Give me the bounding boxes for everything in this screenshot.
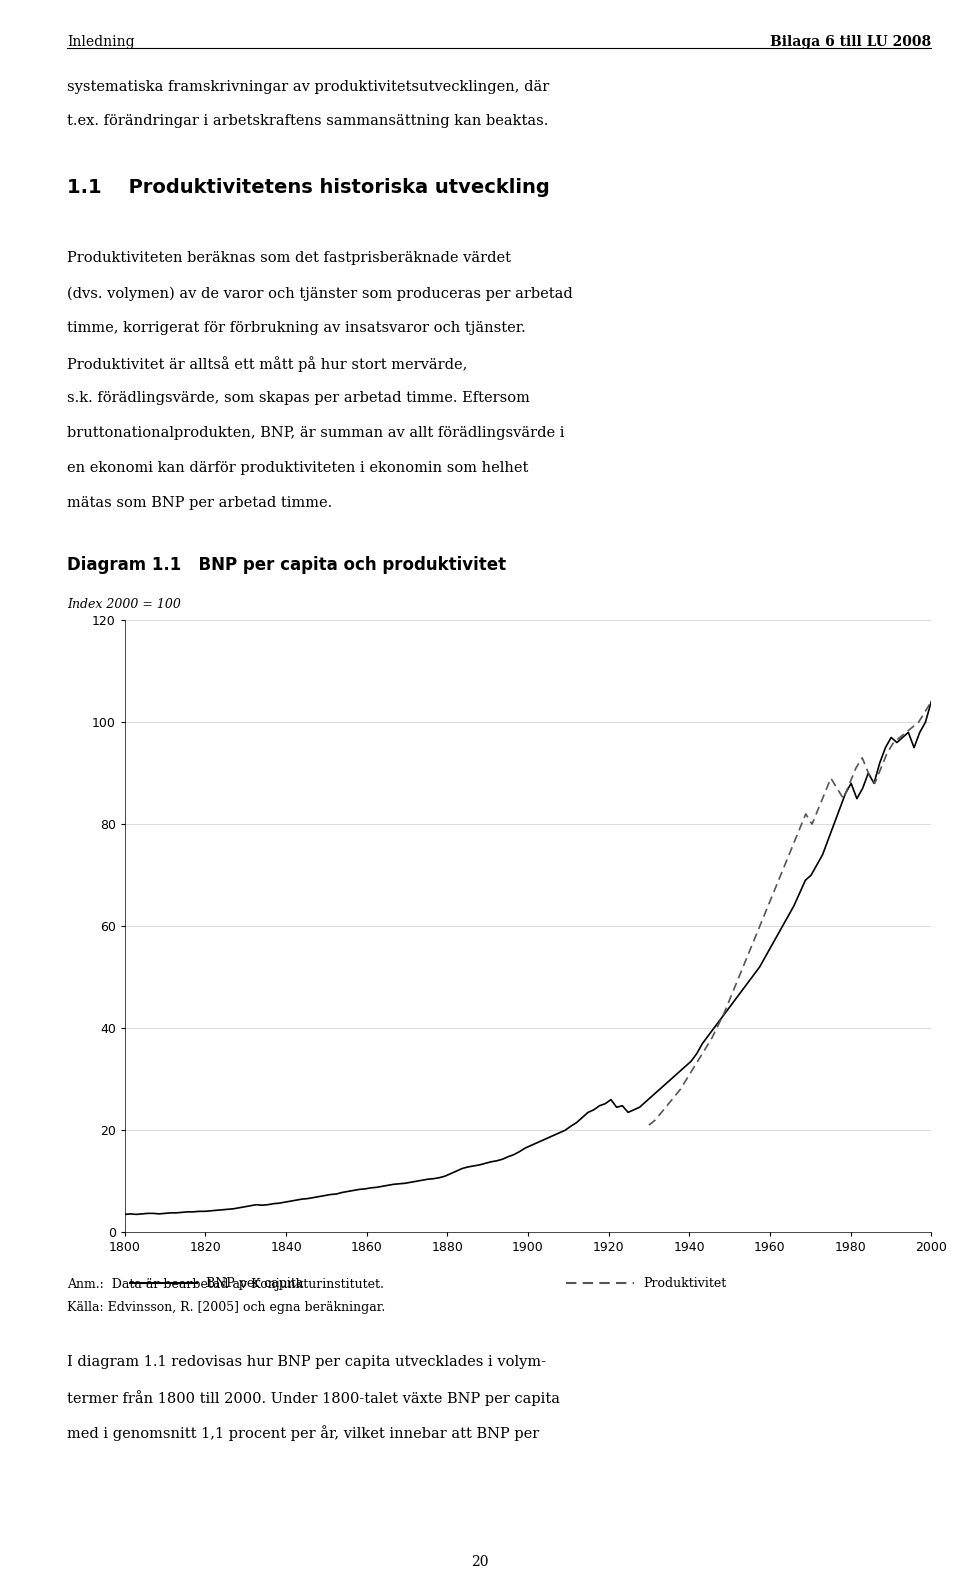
Text: Diagram 1.1   BNP per capita och produktivitet: Diagram 1.1 BNP per capita och produktiv… (67, 556, 506, 574)
Produktivitet (668, 1088, 680, 1107)
Text: mätas som BNP per arbetad timme.: mätas som BNP per arbetad timme. (67, 496, 332, 510)
Produktivitet (662, 1096, 674, 1115)
Text: 1.1    Produktivitetens historiska utveckling: 1.1 Produktivitetens historiska utveckli… (67, 178, 550, 197)
BNP per capita (365, 1178, 376, 1197)
Produktivitet (706, 1029, 717, 1048)
Produktivitet (787, 835, 799, 854)
Text: BNP per capita: BNP per capita (206, 1277, 303, 1289)
Produktivitet (656, 1103, 667, 1123)
Text: I diagram 1.1 redovisas hur BNP per capita utvecklades i volym-: I diagram 1.1 redovisas hur BNP per capi… (67, 1355, 546, 1369)
Text: Index 2000 = 100: Index 2000 = 100 (67, 598, 181, 611)
Line: Produktivitet: Produktivitet (649, 701, 931, 1126)
Produktivitet (737, 957, 749, 976)
BNP per capita (508, 1145, 519, 1164)
Produktivitet (856, 749, 868, 768)
Produktivitet (725, 987, 736, 1006)
Text: termer från 1800 till 2000. Under 1800-talet växte BNP per capita: termer från 1800 till 2000. Under 1800-t… (67, 1390, 561, 1406)
Produktivitet (819, 784, 830, 803)
Produktivitet (863, 763, 875, 782)
Produktivitet (919, 703, 930, 722)
Text: Källa: Edvinsson, R. [2005] och egna beräkningar.: Källa: Edvinsson, R. [2005] och egna ber… (67, 1301, 386, 1313)
Produktivitet (844, 774, 855, 793)
Text: Bilaga 6 till LU 2008: Bilaga 6 till LU 2008 (770, 35, 931, 49)
Produktivitet (900, 723, 912, 743)
Produktivitet (794, 820, 805, 840)
Produktivitet (831, 779, 843, 798)
Text: en ekonomi kan därför produktiviteten i ekonomin som helhet: en ekonomi kan därför produktiviteten i … (67, 461, 529, 475)
Produktivitet (851, 758, 862, 778)
Text: (dvs. volymen) av de varor och tjänster som produceras per arbetad: (dvs. volymen) av de varor och tjänster … (67, 286, 573, 301)
Text: Inledning: Inledning (67, 35, 134, 49)
Produktivitet (643, 1116, 655, 1135)
BNP per capita (925, 692, 937, 711)
Text: Anm.:  Data är bearbetad av Konjunkturinstitutet.: Anm.: Data är bearbetad av Konjunkturins… (67, 1278, 384, 1291)
Produktivitet (876, 758, 887, 778)
BNP per capita (628, 1100, 639, 1119)
Produktivitet (731, 973, 742, 992)
Produktivitet (718, 1003, 730, 1022)
Produktivitet (700, 1040, 711, 1059)
Produktivitet (769, 881, 780, 900)
Produktivitet (650, 1110, 661, 1129)
Produktivitet (838, 789, 850, 808)
Produktivitet (806, 814, 818, 833)
Produktivitet (712, 1016, 724, 1035)
Produktivitet (744, 943, 756, 962)
BNP per capita (119, 1205, 131, 1224)
BNP per capita (834, 800, 846, 819)
Text: med i genomsnitt 1,1 procent per år, vilket innebar att BNP per: med i genomsnitt 1,1 procent per år, vil… (67, 1425, 540, 1441)
Produktivitet (894, 728, 905, 747)
Produktivitet (812, 800, 824, 819)
Text: 20: 20 (471, 1555, 489, 1569)
BNP per capita (645, 1088, 657, 1107)
Produktivitet (869, 774, 880, 793)
Produktivitet (825, 768, 836, 787)
Text: bruttonationalprodukten, BNP, är summan av allt förädlingsvärde i: bruttonationalprodukten, BNP, är summan … (67, 426, 564, 440)
Line: BNP per capita: BNP per capita (125, 701, 931, 1215)
Produktivitet (756, 911, 768, 930)
Produktivitet (762, 897, 774, 916)
Text: Produktivitet är alltså ett mått på hur stort mervärde,: Produktivitet är alltså ett mått på hur … (67, 356, 468, 372)
Produktivitet (693, 1049, 705, 1068)
Text: t.ex. förändringar i arbetskraftens sammansättning kan beaktas.: t.ex. förändringar i arbetskraftens samm… (67, 114, 548, 129)
Text: systematiska framskrivningar av produktivitetsutvecklingen, där: systematiska framskrivningar av produkti… (67, 80, 549, 94)
Text: Produktivitet: Produktivitet (643, 1277, 727, 1289)
Text: s.k. förädlingsvärde, som skapas per arbetad timme. Eftersom: s.k. förädlingsvärde, som skapas per arb… (67, 391, 530, 405)
Produktivitet (800, 805, 811, 824)
Produktivitet (925, 692, 937, 711)
Produktivitet (675, 1080, 686, 1099)
Produktivitet (687, 1059, 699, 1078)
Produktivitet (775, 865, 786, 884)
Produktivitet (681, 1070, 692, 1089)
Produktivitet (750, 927, 761, 946)
Produktivitet (888, 733, 900, 752)
Text: Produktiviteten beräknas som det fastprisberäknade värdet: Produktiviteten beräknas som det fastpri… (67, 251, 511, 266)
Produktivitet (913, 712, 924, 731)
Produktivitet (781, 851, 793, 870)
Produktivitet (881, 743, 893, 762)
Text: timme, korrigerat för förbrukning av insatsvaror och tjänster.: timme, korrigerat för förbrukning av ins… (67, 321, 526, 335)
BNP per capita (542, 1129, 554, 1148)
Produktivitet (906, 717, 918, 736)
